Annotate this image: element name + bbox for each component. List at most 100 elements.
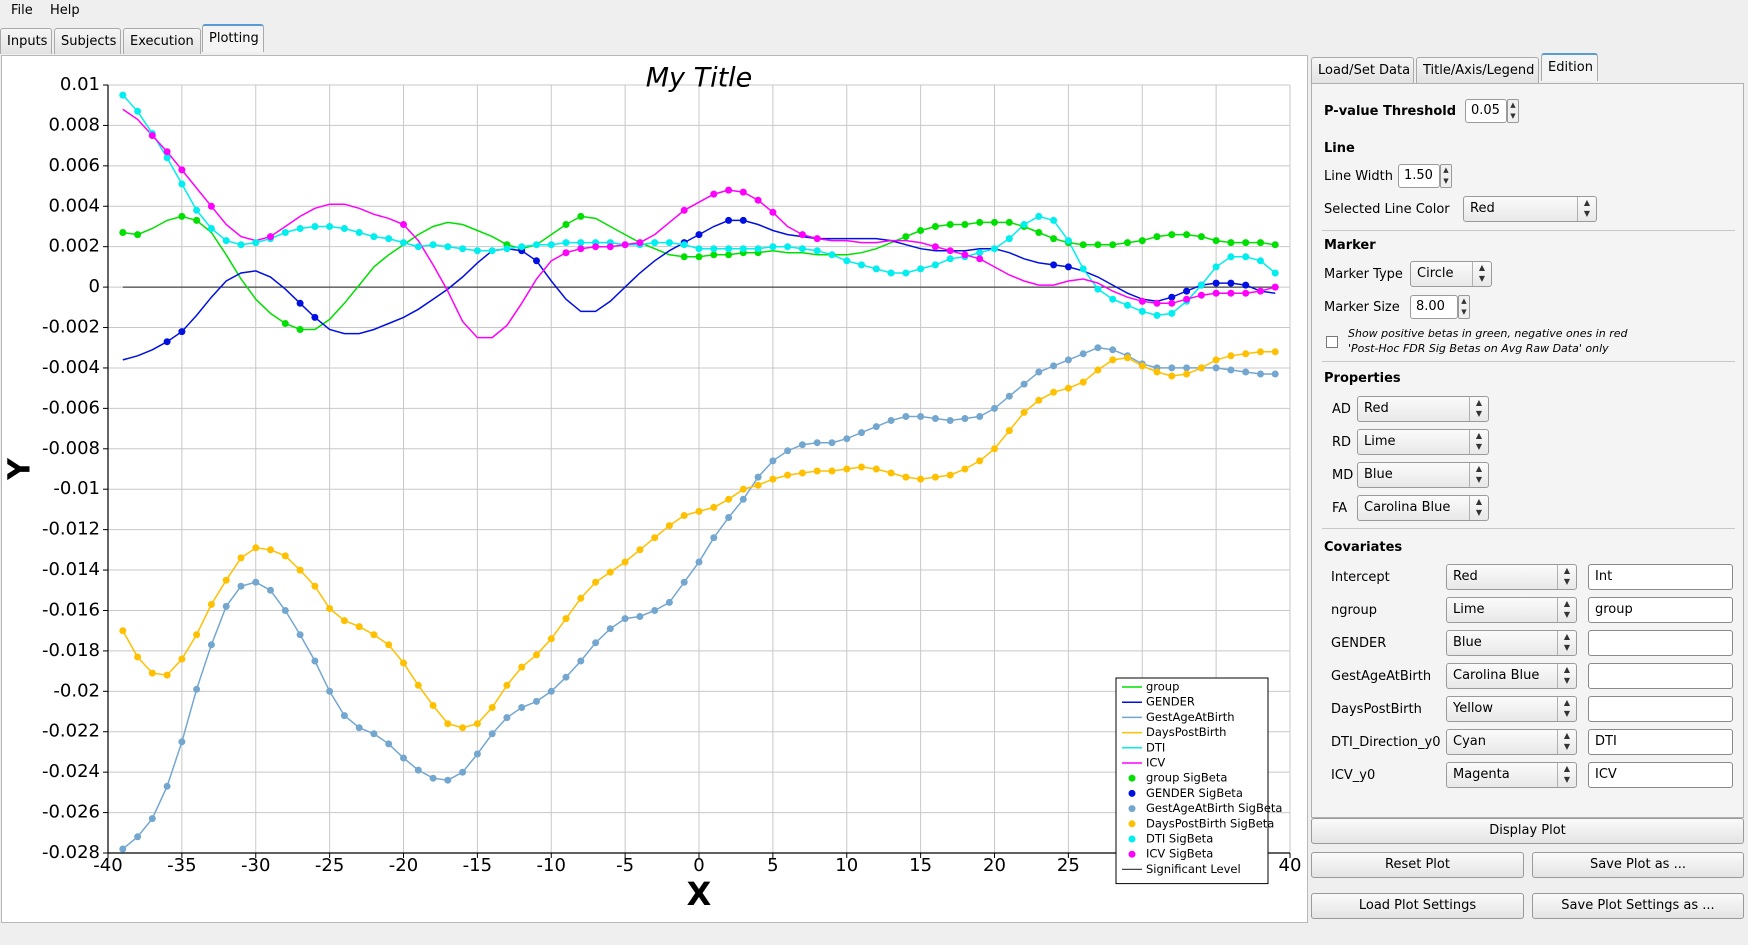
tab-plotting[interactable]: Plotting — [202, 24, 264, 52]
chevron-updown-icon: ▲ ▼ — [1469, 430, 1488, 454]
covariate-combo-ngroup[interactable]: Lime ▲ ▼ — [1446, 597, 1577, 623]
covariate-field-ngroup[interactable]: group — [1588, 597, 1733, 623]
sigbeta-marker-gestageatbirth — [222, 602, 230, 610]
load-plot-settings-button[interactable]: Load Plot Settings — [1311, 893, 1524, 919]
line-width-spinbox[interactable]: 1.50 — [1398, 164, 1440, 188]
sigbeta-marker-dayspostbirth — [887, 469, 895, 477]
sigbeta-marker-dayspostbirth — [134, 653, 142, 661]
covariate-combo-intercept[interactable]: Red ▲ ▼ — [1446, 564, 1577, 590]
menu-help[interactable]: Help — [50, 3, 80, 18]
sigbeta-marker-dti — [1020, 221, 1028, 228]
property-label-ad: AD — [1332, 402, 1351, 417]
sigbeta-marker-group — [710, 251, 718, 259]
marker-size-spinbox[interactable]: 8.00 — [1410, 295, 1458, 319]
sigbeta-marker-dti — [991, 245, 998, 253]
display-plot-button[interactable]: Display Plot — [1311, 818, 1744, 844]
sigbeta-marker-gestageatbirth — [473, 750, 481, 758]
sigbeta-marker-dayspostbirth — [1064, 384, 1072, 392]
marker-type-combo[interactable]: Circle ▲ ▼ — [1410, 261, 1492, 287]
show-betas-label-1: Show positive betas in green, negative o… — [1348, 327, 1628, 340]
sigbeta-marker-dti — [473, 247, 481, 255]
sigbeta-marker-group — [577, 212, 585, 220]
sigbeta-marker-dti — [385, 235, 393, 243]
sigbeta-marker-group — [1035, 229, 1043, 236]
sigbeta-marker-icv — [931, 243, 939, 251]
show-betas-checkbox[interactable] — [1326, 336, 1338, 348]
property-combo-fa[interactable]: Carolina Blue ▲ ▼ — [1357, 495, 1489, 521]
pvalue-stepper[interactable]: ▲ ▼ — [1507, 99, 1519, 123]
covariate-combo-gender[interactable]: Blue ▲ ▼ — [1446, 630, 1577, 656]
sigbeta-marker-gestageatbirth — [237, 582, 245, 590]
pvalue-spinbox[interactable]: 0.05 — [1465, 99, 1507, 123]
sigbeta-marker-dti — [163, 154, 171, 162]
sigbeta-marker-dayspostbirth — [769, 475, 777, 483]
sigbeta-marker-group — [725, 251, 733, 259]
save-plot-button[interactable]: Save Plot as ... — [1532, 852, 1744, 878]
sigbeta-marker-dti — [695, 245, 703, 253]
sigbeta-marker-gender — [695, 231, 703, 239]
sigbeta-marker-dti — [222, 237, 230, 245]
covariate-combo-dayspostbirth[interactable]: Yellow ▲ ▼ — [1446, 696, 1577, 722]
property-combo-rd[interactable]: Lime ▲ ▼ — [1357, 429, 1489, 455]
tab-subjects[interactable]: Subjects — [54, 28, 121, 54]
property-combo-md[interactable]: Blue ▲ ▼ — [1357, 462, 1489, 488]
sigbeta-marker-dayspostbirth — [533, 651, 540, 659]
line-width-stepper[interactable]: ▲ ▼ — [1440, 164, 1452, 188]
x-tick-label: -10 — [537, 855, 566, 876]
covariate-combo-dti[interactable]: Cyan ▲ ▼ — [1446, 729, 1577, 755]
covariates-section-header: Covariates — [1324, 540, 1403, 555]
marker-type-label: Marker Type — [1324, 267, 1403, 282]
reset-plot-button[interactable]: Reset Plot — [1311, 852, 1524, 878]
y-tick-label: 0.008 — [48, 114, 100, 135]
tab-execution[interactable]: Execution — [123, 28, 201, 54]
sigbeta-marker-gestageatbirth — [1257, 370, 1264, 378]
tab-edition[interactable]: Edition — [1541, 53, 1598, 81]
sigbeta-marker-dti — [1227, 253, 1235, 261]
y-tick-label: 0 — [89, 276, 100, 297]
covariate-combo-icv[interactable]: Magenta ▲ ▼ — [1446, 762, 1577, 788]
y-tick-label: 0.006 — [48, 155, 100, 176]
selected-line-color-combo[interactable]: Red ▲ ▼ — [1463, 196, 1597, 222]
sigbeta-marker-icv — [148, 132, 156, 139]
sigbeta-marker-icv — [946, 247, 954, 255]
sigbeta-marker-gestageatbirth — [680, 578, 688, 586]
marker-size-stepper[interactable]: ▲ ▼ — [1458, 295, 1470, 319]
sigbeta-marker-group — [1094, 241, 1102, 249]
sigbeta-marker-dti — [754, 245, 762, 253]
x-tick-label: -20 — [389, 855, 418, 876]
sigbeta-marker-dti — [1242, 253, 1250, 261]
covariate-field-gender[interactable] — [1588, 630, 1733, 656]
sigbeta-marker-dayspostbirth — [651, 534, 659, 542]
tab-title-axis-legend[interactable]: Title/Axis/Legend — [1416, 57, 1539, 83]
x-tick-label: -35 — [167, 855, 196, 876]
tab-load-set-data[interactable]: Load/Set Data — [1311, 57, 1414, 83]
covariate-field-dti[interactable]: DTI — [1588, 729, 1733, 755]
tab-inputs[interactable]: Inputs — [0, 28, 52, 54]
sigbeta-marker-dayspostbirth — [710, 503, 718, 511]
sigbeta-marker-dti — [798, 245, 806, 253]
covariate-field-dayspostbirth[interactable] — [1588, 696, 1733, 722]
sigbeta-marker-icv — [754, 196, 762, 204]
sigbeta-marker-dayspostbirth — [872, 465, 880, 473]
sigbeta-marker-group — [1124, 239, 1131, 247]
covariate-label-gender: GENDER — [1331, 636, 1387, 651]
covariate-field-intercept[interactable]: Int — [1588, 564, 1733, 590]
save-plot-settings-button[interactable]: Save Plot Settings as ... — [1532, 893, 1744, 919]
property-combo-ad[interactable]: Red ▲ ▼ — [1357, 396, 1489, 422]
sigbeta-marker-gestageatbirth — [370, 730, 378, 738]
marker-section-header: Marker — [1324, 238, 1376, 253]
y-tick-label: -0.026 — [42, 802, 100, 823]
covariate-field-gestageatbirth[interactable] — [1588, 663, 1733, 689]
menu-file[interactable]: File — [11, 3, 33, 18]
sigbeta-marker-gestageatbirth — [326, 687, 334, 695]
sigbeta-marker-icv — [636, 239, 644, 247]
covariate-field-icv[interactable]: ICV — [1588, 762, 1733, 788]
sigbeta-marker-dayspostbirth — [1227, 352, 1235, 360]
sigbeta-marker-dti — [134, 107, 142, 115]
sigbeta-marker-dayspostbirth — [547, 635, 555, 643]
sigbeta-marker-dayspostbirth — [961, 465, 969, 473]
y-tick-label: -0.022 — [42, 721, 100, 742]
covariate-combo-gestageatbirth[interactable]: Carolina Blue ▲ ▼ — [1446, 663, 1577, 689]
pvalue-label: P-value Threshold — [1324, 104, 1457, 119]
x-tick-label: 15 — [909, 855, 932, 876]
